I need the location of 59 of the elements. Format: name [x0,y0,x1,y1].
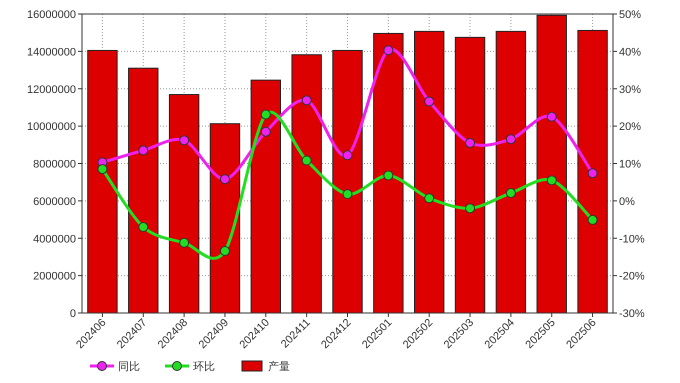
point [260,110,271,120]
bar [373,32,404,314]
bar [332,50,363,314]
y-tick-label: 10000000 [27,121,76,134]
point [465,203,476,214]
point [588,168,598,178]
legend-label: 产量 [268,360,290,373]
bar [128,68,158,314]
point [220,174,230,184]
y-tick-label: 0 [70,308,76,320]
bar [577,30,608,314]
point [302,156,312,166]
point [588,214,598,225]
y-tick-label: 4000000 [33,233,76,246]
point [342,189,352,200]
bar [454,36,486,314]
y-tick-label: 16000000 [27,9,76,21]
y2-tick-label: 20% [619,121,642,134]
point [424,96,434,106]
bar [291,54,322,314]
y-tick-label: 12000000 [27,84,76,96]
bar [250,80,282,314]
y-tick-label: 14000000 [27,46,76,58]
point [383,170,394,180]
point [97,164,108,174]
point [138,222,148,232]
y2-tick-label: 0% [619,196,636,208]
y-tick-label: 6000000 [33,196,76,208]
bar [536,14,567,314]
point [179,135,190,146]
bar [168,94,200,314]
point [138,145,148,156]
y2-tick-label: 40% [619,46,642,58]
legend-label: 同比 [118,360,140,373]
point [342,150,352,160]
legend-label: 环比 [193,360,215,373]
point [383,45,394,56]
bar [87,50,118,314]
point [546,112,557,122]
y2-tick-label: -20% [619,270,645,283]
y2-tick-label: -10% [619,233,645,246]
y2-tick-label: 50% [619,9,642,21]
y2-tick-label: -30% [619,308,645,320]
point [220,246,230,256]
point [302,95,312,106]
y2-tick-label: 30% [619,84,642,96]
bar [210,123,240,314]
bar [496,30,526,314]
point [465,138,476,148]
y-tick-label: 2000000 [33,270,76,283]
point [546,175,557,186]
y-tick-label: 8000000 [33,158,76,170]
point [506,134,516,144]
point [506,188,516,198]
point [179,238,190,248]
bar [414,30,444,314]
point [260,126,271,137]
y2-tick-label: 10% [619,158,642,170]
point [424,193,434,204]
